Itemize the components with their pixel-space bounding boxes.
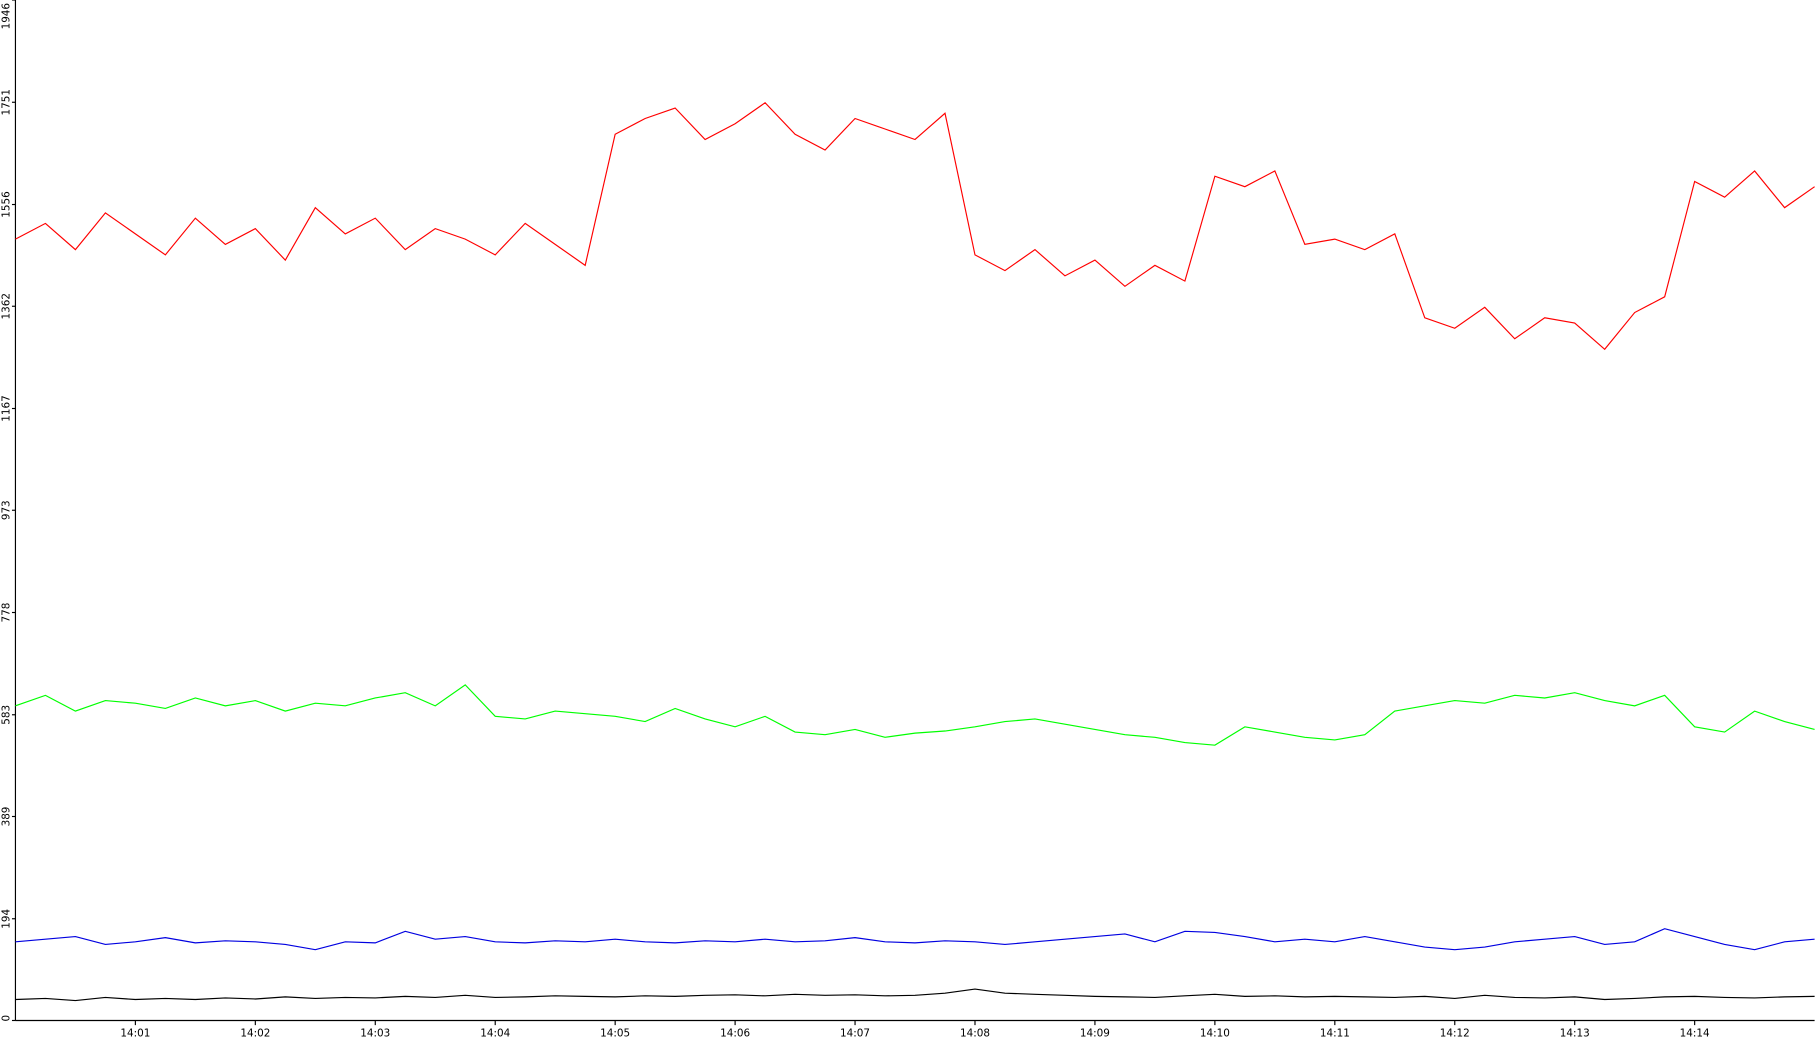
y-tick-label: 389 (1, 807, 13, 827)
x-tick-label: 14:04 (480, 1028, 510, 1039)
y-tick-label: 1946 (1, 3, 13, 29)
x-tick-label: 14:07 (840, 1028, 870, 1039)
x-tick-label: 14:02 (240, 1028, 270, 1039)
x-tick-label: 14:10 (1200, 1028, 1230, 1039)
y-tick-label: 583 (1, 705, 13, 725)
y-tick-label: 194 (1, 908, 13, 928)
x-tick-label: 14:14 (1680, 1028, 1710, 1039)
y-tick-label: 1751 (1, 89, 13, 115)
y-tick-label: 1362 (1, 293, 13, 319)
x-tick-label: 14:11 (1320, 1028, 1350, 1039)
y-tick-label: 1167 (1, 395, 13, 421)
y-tick-label: 1556 (1, 191, 13, 217)
x-tick-label: 14:09 (1080, 1028, 1110, 1039)
x-tick-label: 14:03 (360, 1028, 390, 1039)
series-line (15, 988, 1815, 1002)
x-tick-label: 14:06 (720, 1028, 750, 1039)
series-line (15, 928, 1815, 951)
x-tick-label: 14:01 (120, 1028, 150, 1039)
series-line (15, 102, 1815, 351)
x-tick-label: 14:12 (1440, 1028, 1470, 1039)
y-tick-label: 973 (1, 500, 13, 520)
y-tick-label: 0 (1, 1015, 13, 1022)
x-tick-label: 14:13 (1560, 1028, 1590, 1039)
x-tick-label: 14:08 (960, 1028, 990, 1039)
y-tick-label: 778 (1, 603, 13, 623)
x-tick-label: 14:05 (600, 1028, 630, 1039)
series-line (15, 684, 1815, 746)
